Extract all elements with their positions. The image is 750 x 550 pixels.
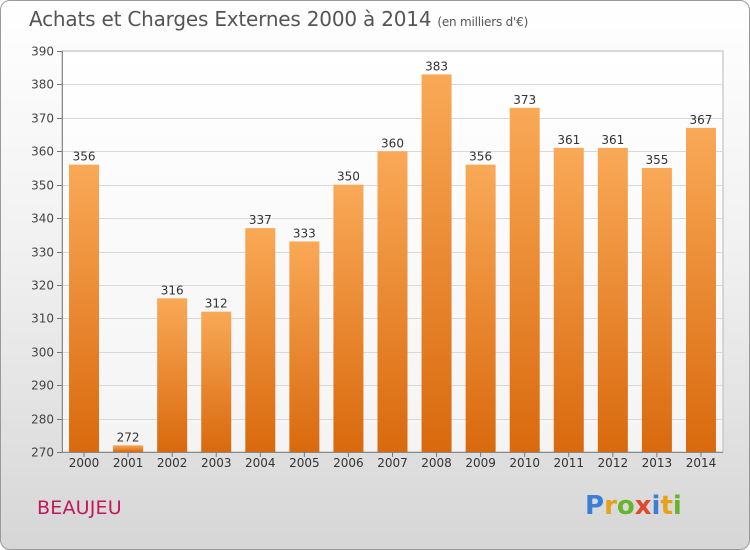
y-tick-label: 350 bbox=[31, 179, 54, 193]
y-tick-label: 380 bbox=[31, 78, 54, 92]
data-label: 383 bbox=[425, 59, 448, 73]
x-tick-label: 2007 bbox=[377, 456, 408, 470]
x-tick-label: 2005 bbox=[289, 456, 320, 470]
x-tick-label: 2013 bbox=[642, 456, 673, 470]
x-tick-label: 2003 bbox=[201, 456, 232, 470]
y-tick-label: 290 bbox=[31, 379, 54, 393]
logo-letter: r bbox=[604, 491, 617, 521]
chart-subtitle: (en milliers d'€) bbox=[437, 15, 529, 29]
data-labels: 356 272 316 312 337 333 350 360 383 356 373 361 361 3… bbox=[73, 59, 713, 444]
x-tick-label: 2000 bbox=[69, 456, 100, 470]
data-label: 360 bbox=[381, 136, 404, 150]
x-tick-label: 2010 bbox=[509, 456, 540, 470]
chart-title-text: Achats et Charges Externes 2000 à 2014 bbox=[29, 7, 432, 31]
bar-2011 bbox=[553, 147, 584, 453]
y-tick-label: 310 bbox=[31, 312, 54, 326]
bar-2008 bbox=[421, 74, 452, 453]
x-tick-label: 2004 bbox=[245, 456, 276, 470]
logo-letter: o bbox=[616, 491, 635, 521]
data-label: 333 bbox=[293, 226, 316, 240]
bar-2010 bbox=[509, 107, 540, 452]
y-tick-label: 320 bbox=[31, 279, 54, 293]
data-label: 312 bbox=[205, 297, 228, 311]
data-label: 367 bbox=[690, 113, 713, 127]
logo-letter: i bbox=[672, 491, 682, 521]
x-tick-label: 2008 bbox=[421, 456, 452, 470]
x-tick-label: 2012 bbox=[598, 456, 629, 470]
bar-2009 bbox=[465, 164, 496, 452]
chart-title: Achats et Charges Externes 2000 à 2014 (e… bbox=[29, 7, 528, 31]
bar-2000 bbox=[69, 164, 100, 452]
data-label: 356 bbox=[469, 150, 492, 164]
data-label: 272 bbox=[117, 430, 140, 444]
x-tick-label: 2002 bbox=[157, 456, 188, 470]
bar-2012 bbox=[597, 147, 628, 453]
logo-letter: t bbox=[660, 491, 673, 521]
logo-letter: x bbox=[634, 491, 652, 521]
data-label: 373 bbox=[513, 93, 536, 107]
logo-letter: i bbox=[651, 491, 661, 521]
bar-2005 bbox=[289, 241, 320, 452]
bar-2013 bbox=[641, 167, 672, 453]
y-tick-label: 360 bbox=[31, 145, 54, 159]
city-name: BEAUJEU bbox=[37, 497, 122, 519]
logo-letter: P bbox=[585, 491, 605, 521]
bar-2004 bbox=[245, 228, 276, 452]
x-tick-label: 2014 bbox=[686, 456, 717, 470]
y-tick-label: 280 bbox=[31, 413, 54, 427]
data-label: 361 bbox=[601, 133, 624, 147]
y-tick-label: 340 bbox=[31, 212, 54, 226]
y-tick-label: 300 bbox=[31, 346, 54, 360]
bar-2001 bbox=[113, 445, 144, 452]
bar-2002 bbox=[157, 298, 188, 452]
data-label: 356 bbox=[73, 150, 96, 164]
x-tick-label: 2001 bbox=[113, 456, 144, 470]
bar-2006 bbox=[333, 184, 364, 452]
y-tick-label: 390 bbox=[31, 45, 54, 59]
x-tick-label: 2009 bbox=[465, 456, 496, 470]
x-tick-label: 2006 bbox=[333, 456, 364, 470]
x-tick-label: 2011 bbox=[553, 456, 584, 470]
data-label: 337 bbox=[249, 213, 272, 227]
bars bbox=[69, 74, 716, 453]
data-label: 316 bbox=[161, 283, 184, 297]
data-label: 355 bbox=[645, 153, 668, 167]
x-axis-ticks: 2000 2001 2002 2003 2004 2005 2006 2007 2008 2009… bbox=[69, 452, 716, 470]
data-label: 350 bbox=[337, 170, 360, 184]
bar-2014 bbox=[685, 127, 716, 452]
bar-2007 bbox=[377, 151, 408, 452]
proxiti-logo: Proxiti bbox=[585, 491, 682, 521]
bar-2003 bbox=[201, 311, 232, 452]
y-tick-label: 330 bbox=[31, 246, 54, 260]
data-label: 361 bbox=[557, 133, 580, 147]
y-tick-label: 270 bbox=[31, 446, 54, 460]
y-tick-label: 370 bbox=[31, 112, 54, 126]
